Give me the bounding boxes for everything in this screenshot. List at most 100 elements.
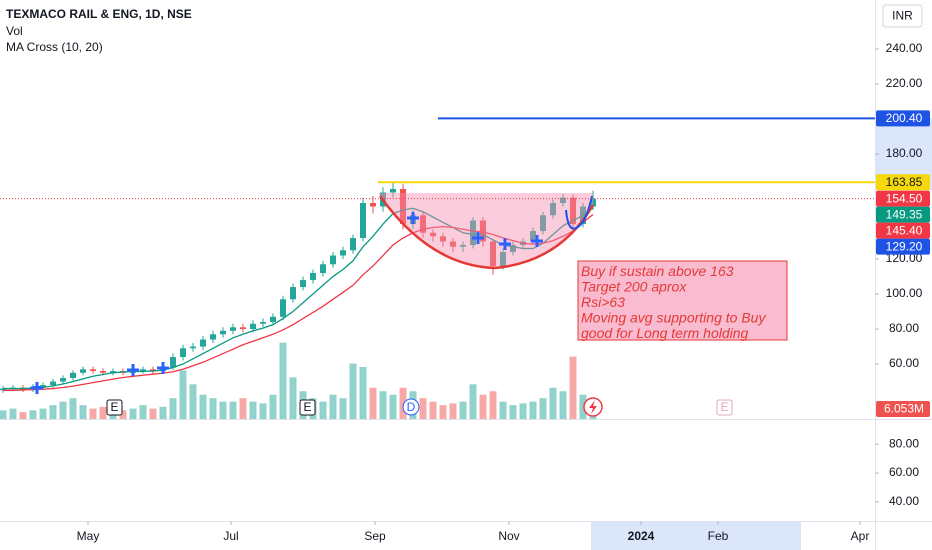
price-label-bg [876, 222, 930, 239]
candle-body [260, 322, 266, 324]
volume-bar [9, 408, 17, 419]
candle-body [570, 197, 576, 225]
volume-bar [69, 398, 77, 419]
volume-bar [569, 356, 577, 419]
candle-body [0, 388, 6, 391]
volume-bar [289, 377, 297, 419]
event-label: E [720, 400, 728, 414]
y-tick-label: 60.00 [889, 465, 919, 479]
volume-bar [539, 398, 547, 419]
candle-body [430, 232, 436, 237]
volume-bar [419, 398, 427, 419]
annotation-line: good for Long term holding [581, 325, 749, 341]
price-label: 129.20 [886, 239, 923, 253]
volume-bar [209, 398, 217, 419]
annotation-box [577, 260, 788, 341]
currency-label: INR [892, 9, 913, 23]
candle-body [550, 203, 556, 216]
volume-bar [159, 406, 167, 419]
volume-bar [369, 387, 377, 419]
annotation-line: Moving avg supporting to Buy [581, 310, 766, 326]
volume-bar [329, 394, 337, 419]
candle-body [340, 250, 346, 256]
volume-bar [559, 391, 567, 419]
candle-body [590, 198, 596, 207]
volume-bar [379, 391, 387, 419]
ma-cross-signals [31, 212, 543, 394]
volume-bar [579, 394, 587, 419]
candle-body [330, 255, 336, 265]
candle-body [230, 327, 236, 331]
y-tick-label: 120.00 [886, 251, 923, 265]
y-tick-label: 80.00 [889, 321, 919, 335]
x-tick-label: Feb [708, 529, 729, 543]
candle-body [80, 369, 86, 373]
candle-body [480, 220, 486, 242]
candle-body [150, 369, 156, 372]
volume-bar [29, 410, 37, 419]
volume-bar [179, 370, 187, 419]
event-icon [716, 399, 733, 416]
volume-bar [499, 401, 507, 419]
annotation-line: Target 200 aprox [581, 279, 687, 295]
event-label: D [407, 400, 416, 414]
x-tick-label: Nov [498, 529, 519, 543]
volume-bar [89, 408, 97, 419]
volume-bar [139, 405, 147, 419]
volume-bar [119, 410, 127, 419]
candle-body [500, 252, 506, 267]
price-label-bg [876, 110, 930, 127]
candle-body [100, 371, 106, 373]
candle-body [360, 203, 366, 239]
ma20-line [3, 214, 594, 391]
candle-body [300, 280, 306, 288]
candle-body [290, 287, 296, 300]
annotation-line: Buy if sustain above 163 [581, 263, 734, 279]
candle-body [110, 371, 116, 373]
candle-body [70, 372, 76, 379]
volume-label-bg [876, 400, 930, 417]
y-tick-label: 100.00 [886, 286, 923, 300]
cross-marker [499, 238, 511, 250]
volume-bar [319, 401, 327, 419]
candle-body [50, 381, 56, 386]
indicator-label: MA Cross (10, 20) [6, 40, 103, 54]
candle-body [190, 346, 196, 349]
ma10-line [3, 207, 594, 390]
volume-bar [459, 401, 467, 419]
volume-bar [199, 394, 207, 419]
volume-bar [439, 405, 447, 419]
event-icon [299, 399, 316, 416]
price-label: 200.40 [886, 111, 923, 125]
x-tick-label: Sep [364, 529, 386, 543]
volume-bar [269, 394, 277, 419]
volume-bar [49, 405, 57, 419]
volume-bar [0, 410, 7, 419]
volume-bar [529, 401, 537, 419]
cross-marker [531, 235, 543, 247]
volume-bar [549, 387, 557, 419]
volume-bar [79, 405, 87, 419]
candle-body [210, 334, 216, 340]
volume-bar [519, 403, 527, 419]
price-label-bg [876, 238, 930, 255]
price-label-bg [876, 206, 930, 223]
currency-button[interactable] [882, 4, 923, 28]
candle-body [280, 299, 286, 317]
candle-body [530, 231, 536, 242]
volume-bar [129, 408, 137, 419]
volume-bar [509, 405, 517, 419]
volume-bar [339, 398, 347, 419]
volume-bar [219, 401, 227, 419]
lightning [589, 400, 597, 414]
volume-bar [189, 384, 197, 419]
candle-body [440, 236, 446, 242]
volume-bar [399, 387, 407, 419]
candle-body [90, 369, 96, 372]
cup-arc [378, 195, 595, 270]
price-label: 149.35 [886, 207, 923, 221]
candle-body [460, 245, 466, 247]
candle-body [470, 220, 476, 246]
